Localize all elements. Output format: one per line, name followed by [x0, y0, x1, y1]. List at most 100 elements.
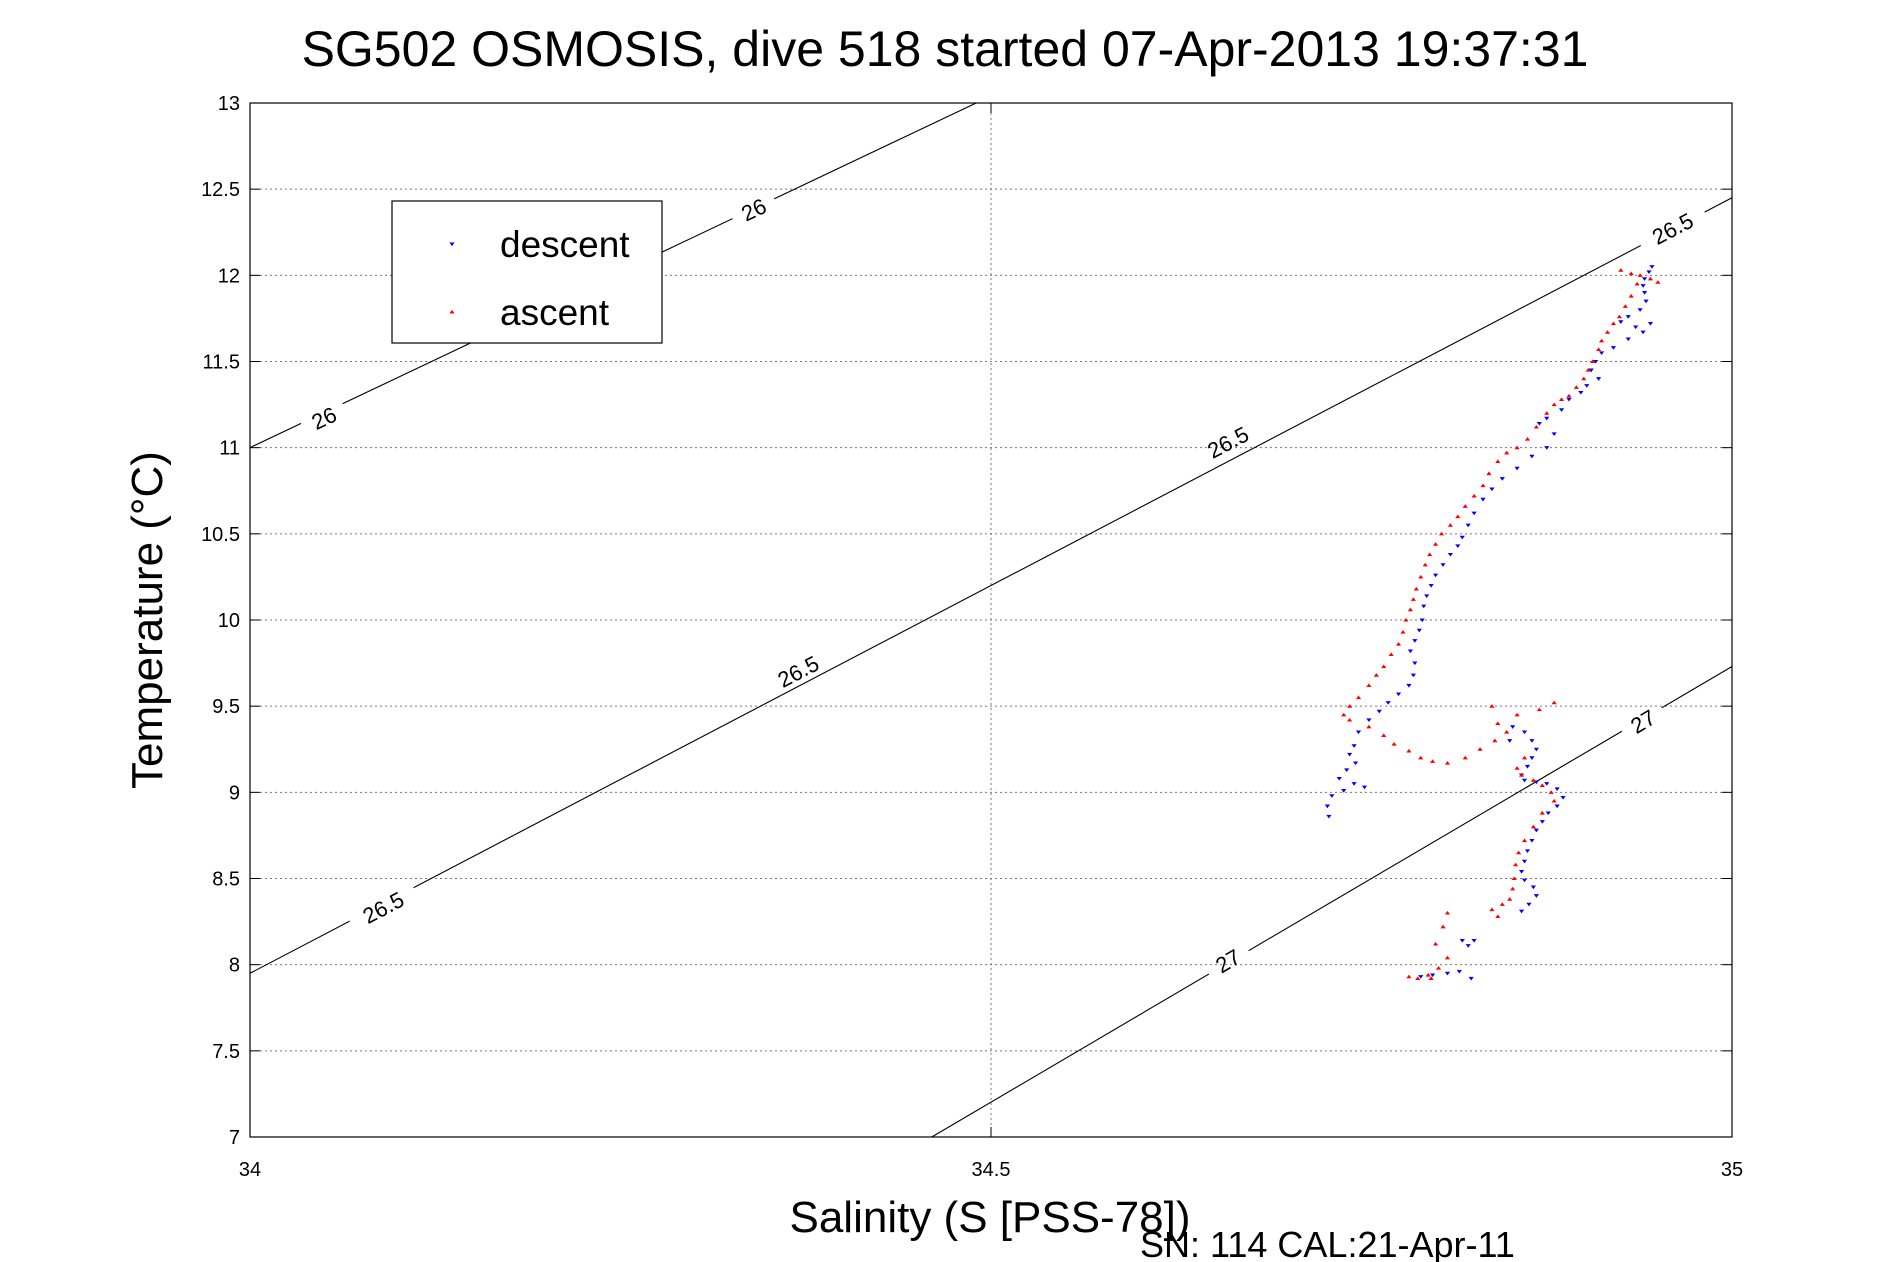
- ascent-point: [1616, 314, 1622, 319]
- descent-point: [1507, 739, 1513, 743]
- descent-point: [1529, 454, 1535, 459]
- descent-point: [1440, 563, 1446, 567]
- calibration-footer: SN: 114 CAL:21-Apr-11: [1140, 1224, 1515, 1262]
- ascent-point: [1462, 755, 1468, 760]
- descent-point: [1554, 787, 1560, 791]
- ascent-point: [1471, 493, 1477, 498]
- y-tick-label: 12.5: [201, 179, 240, 201]
- ascent-point: [1533, 424, 1539, 429]
- descent-point: [1593, 359, 1599, 364]
- descent-point: [1521, 878, 1528, 883]
- descent-point: [1637, 308, 1643, 312]
- descent-point: [1647, 322, 1654, 326]
- descent-point: [1640, 330, 1646, 335]
- ascent-point: [1499, 902, 1505, 906]
- ascent-point: [1495, 459, 1501, 464]
- ascent-point: [1395, 642, 1402, 646]
- descent-point: [1489, 487, 1495, 492]
- ascent-point: [1513, 862, 1519, 867]
- descent-point: [1640, 284, 1646, 288]
- descent-point: [1566, 397, 1572, 402]
- ascent-point: [1438, 531, 1445, 536]
- ascent-point: [1366, 683, 1372, 688]
- ascent-point: [1514, 766, 1520, 770]
- descent-point: [1521, 778, 1528, 783]
- descent-point: [1412, 639, 1418, 643]
- descent-point: [1465, 523, 1471, 528]
- descent-point: [1533, 828, 1539, 833]
- ascent-point: [1504, 450, 1510, 455]
- legend-marker-ascent: [449, 309, 455, 314]
- ascent-point: [1403, 617, 1409, 622]
- ascent-point: [1510, 886, 1516, 891]
- ascent-point: [1566, 393, 1572, 398]
- y-tick-label: 11: [219, 438, 240, 460]
- ascent-point: [1539, 810, 1545, 815]
- ascent-point: [1581, 376, 1587, 381]
- chart-title: SG502 OSMOSIS, dive 518 started 07-Apr-2…: [302, 21, 1589, 77]
- ascent-point: [1444, 910, 1451, 915]
- ascent-point: [1548, 790, 1554, 794]
- descent-point: [1385, 701, 1391, 705]
- descent-point: [1521, 730, 1528, 735]
- density-contour-line: [249, 197, 1733, 974]
- descent-point: [1510, 725, 1516, 729]
- descent-point: [1524, 849, 1531, 854]
- ascent-point: [1495, 914, 1501, 918]
- ascent-point: [1486, 471, 1492, 476]
- ascent-point: [1347, 704, 1353, 708]
- ascent-point: [1433, 941, 1439, 946]
- descent-point: [1584, 384, 1590, 388]
- descent-point: [1347, 752, 1353, 757]
- descent-point: [1480, 497, 1486, 502]
- descent-point: [1625, 337, 1631, 342]
- ascent-point: [1539, 783, 1545, 787]
- ascent-point: [1637, 273, 1643, 277]
- ascent-point: [1551, 402, 1557, 407]
- legend-markers: [449, 242, 455, 314]
- ascent-point: [1480, 483, 1486, 488]
- descent-point: [1524, 764, 1531, 769]
- x-axis-label: Salinity (S [PSS-78]): [789, 1193, 1190, 1242]
- descent-point: [1539, 820, 1545, 824]
- density-contour-line: [931, 666, 1733, 1138]
- ascent-point: [1373, 673, 1379, 677]
- descent-point: [1395, 692, 1402, 697]
- ascent-point: [1590, 359, 1596, 364]
- descent-point: [1558, 408, 1565, 412]
- ascent-point: [1341, 712, 1347, 717]
- ascent-point: [1433, 542, 1439, 546]
- descent-point: [1416, 628, 1422, 633]
- data-series: [1324, 265, 1661, 981]
- ascent-point: [1628, 271, 1634, 276]
- ascent-point: [1647, 276, 1654, 281]
- descent-point: [1459, 938, 1465, 943]
- ascent-point: [1573, 385, 1579, 389]
- descent-point: [1641, 277, 1648, 281]
- descent-point: [1412, 661, 1418, 666]
- ascent-point: [1507, 897, 1513, 901]
- ascent-point: [1551, 798, 1557, 803]
- ascent-point: [1418, 755, 1424, 760]
- ascent-point: [1628, 293, 1634, 298]
- ascent-point: [1598, 338, 1605, 343]
- ascent-point: [1407, 607, 1414, 612]
- y-tick-label: 11.5: [203, 352, 240, 374]
- ascent-point: [1430, 759, 1436, 763]
- y-tick-label: 9.5: [212, 696, 240, 718]
- descent-point: [1610, 346, 1617, 350]
- ascent-point: [1366, 724, 1372, 729]
- ascent-point: [1462, 504, 1468, 508]
- descent-point: [1455, 544, 1461, 548]
- ascent-point: [1440, 924, 1446, 929]
- descent-point: [1529, 839, 1535, 843]
- descent-point: [1419, 618, 1425, 623]
- descent-point: [1649, 265, 1655, 269]
- ascent-point: [1447, 523, 1454, 527]
- ascent-point: [1418, 574, 1424, 579]
- y-tick-label: 8: [229, 955, 240, 977]
- y-tick-label: 7: [229, 1127, 240, 1149]
- descent-point: [1468, 976, 1474, 981]
- y-tick-label: 8.5: [212, 869, 240, 891]
